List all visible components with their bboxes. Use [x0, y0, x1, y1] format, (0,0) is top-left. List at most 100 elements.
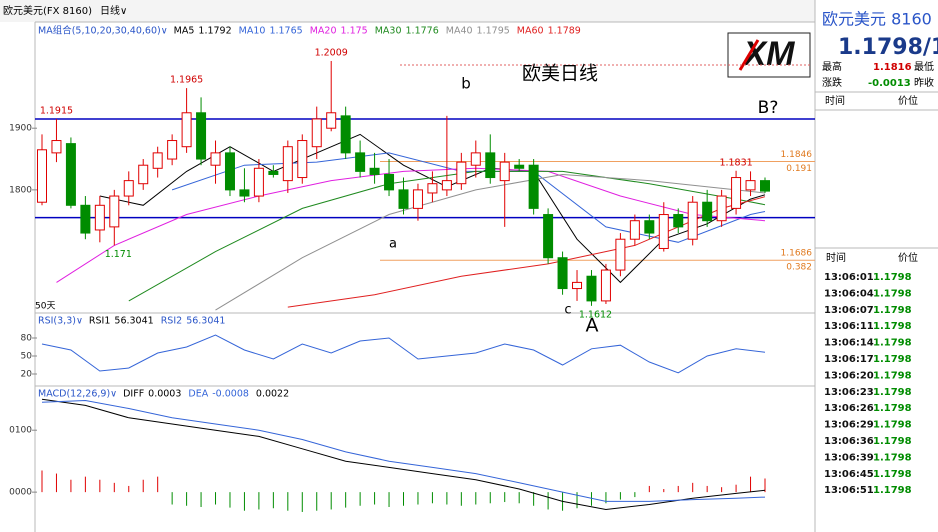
candle-body [297, 140, 308, 179]
candle-body [253, 167, 264, 197]
candle-body [427, 183, 438, 194]
candle-body [224, 152, 235, 191]
trade-time: 13:06:11 [824, 321, 874, 332]
candle-body [196, 112, 207, 160]
candle-body [687, 201, 698, 240]
trade-price: 1.1798 [873, 354, 912, 365]
candle-body [499, 161, 510, 182]
y-tick-label: 50 [21, 352, 33, 362]
candle-body [210, 152, 221, 166]
candle-body [123, 180, 134, 197]
trade-time: 13:06:45 [824, 469, 874, 480]
extreme-label: 1.1965 [170, 75, 203, 86]
legend-value: 0.0003 [148, 389, 181, 400]
trade-price: 1.1798 [873, 338, 912, 349]
legend-value: 1.1789 [548, 26, 581, 37]
candle-body [673, 214, 684, 228]
legend-name: MA20 [310, 26, 337, 37]
candle-body [355, 152, 366, 172]
y-tick-label: 1800 [9, 185, 32, 195]
trade-time: 13:06:01 [824, 272, 874, 283]
legend-value: 1.1776 [406, 26, 439, 37]
trade-price: 1.1798 [873, 436, 912, 447]
y-tick-label: 1900 [9, 124, 32, 134]
candle-body [702, 201, 713, 222]
candle-body [65, 143, 76, 206]
trade-time: 13:06:17 [824, 354, 874, 365]
period-selector[interactable]: 日线∨ [100, 4, 127, 17]
legend-name: MA5 [174, 26, 195, 37]
fib-price: 1.1846 [781, 150, 813, 160]
candle-body [485, 152, 496, 179]
candle-body [94, 204, 105, 231]
annotation: B? [758, 98, 779, 118]
legend-name: MA40 [446, 26, 473, 37]
y-tick-label: 80 [21, 334, 33, 344]
candle-body [456, 161, 467, 185]
candle-body [398, 189, 409, 209]
y-tick-label: 0000 [9, 488, 32, 498]
candle-body [369, 167, 380, 175]
extreme-label: 1.1831 [719, 157, 752, 168]
trade-time: 13:06:26 [824, 403, 874, 414]
candle-body [282, 146, 293, 182]
trade-time: 13:06:07 [824, 305, 874, 316]
xm-logo: XM [727, 32, 811, 78]
trade-price: 1.1798 [873, 485, 912, 496]
legend-name: MA30 [375, 26, 402, 37]
extreme-label: 1.1915 [40, 105, 73, 116]
legend-name: RSI2 [161, 316, 182, 327]
symbol-title: 欧元美元(FX 8160) [3, 4, 92, 17]
indicator-line [56, 167, 766, 283]
candle-body [514, 164, 525, 169]
trade-time: 13:06:29 [824, 420, 874, 431]
quote-label: 涨跌 [822, 76, 842, 89]
indicator-line [41, 399, 766, 502]
trade-time: 13:06:39 [824, 452, 874, 463]
fib-ratio: 0.382 [786, 263, 812, 273]
trades-header: 时间 [826, 251, 846, 264]
trade-price: 1.1798 [873, 387, 912, 398]
y-tick-label: 20 [21, 370, 33, 380]
trade-time: 13:06:04 [824, 288, 874, 299]
legend-name: DIFF [123, 389, 144, 400]
quote-change: -0.0013 [868, 78, 911, 89]
candle-body [716, 195, 727, 222]
candle-body [557, 257, 568, 290]
title-bar [0, 0, 815, 22]
quote-label: 最低 [914, 60, 934, 73]
trade-price: 1.1798 [873, 420, 912, 431]
legend-value: -0.0008 [212, 389, 249, 400]
extreme-label: 1.2009 [315, 47, 348, 58]
candle-body [572, 281, 583, 290]
quote-high: 1.1816 [873, 62, 912, 73]
extreme-label: 1.171 [105, 249, 132, 260]
quote-price: 1.1798/1. [838, 35, 938, 60]
candle-body [326, 112, 337, 129]
legend-name: MA60 [517, 26, 544, 37]
candle-body [80, 204, 91, 234]
fib-ratio: 0.191 [786, 164, 812, 174]
legend-text: RSI(3,3)∨ [38, 316, 83, 327]
candle-body [586, 275, 597, 302]
indicator-line [41, 398, 766, 511]
candle-body [138, 164, 149, 185]
candle-body [51, 140, 62, 154]
trade-price: 1.1798 [873, 452, 912, 463]
trade-price: 1.1798 [873, 288, 912, 299]
legend-text: MACD(12,26,9)∨ [38, 389, 117, 400]
annotation: c [564, 303, 571, 318]
legend-name: RSI1 [89, 316, 110, 327]
candle-body [412, 189, 423, 209]
candle-body [644, 220, 655, 234]
legend-value: 1.175 [341, 26, 368, 37]
candle-body [37, 149, 47, 203]
candle-body [152, 152, 163, 169]
indicator-line [41, 334, 766, 374]
candle-body [528, 164, 539, 209]
candle-body [239, 189, 250, 197]
trade-price: 1.1798 [873, 321, 912, 332]
annotation: A [586, 315, 599, 337]
